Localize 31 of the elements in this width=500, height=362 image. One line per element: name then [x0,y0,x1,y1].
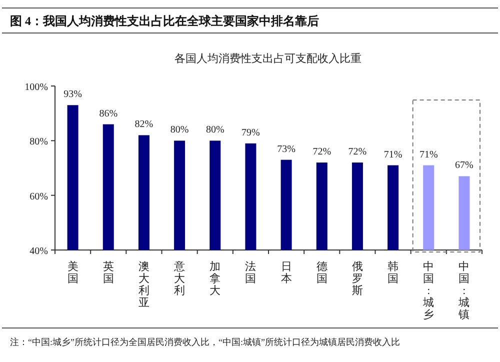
data-label: 72% [348,146,367,158]
data-label: 71% [384,149,402,160]
x-tick-label: 澳大利亚 [138,261,150,309]
data-label: 79% [242,127,260,138]
x-tick-label: 意大利 [173,260,186,297]
data-label: 80% [170,124,189,136]
data-label: 93% [64,89,82,100]
data-label: 67% [455,160,474,172]
chart-subtitle: 各国人均消费性支出占可支配收入比重 [174,52,362,65]
text: 注：“中国:城乡”所统计口径为全国居民消费收入比，“中国:城镇”所统计口径为城镇居民消费收入比 [10,337,400,347]
x-tick-label: 英国 [102,260,114,285]
data-label: 71% [419,149,438,160]
x-tick-label: 日本 [280,261,292,285]
x-tick-label: 韩国 [388,260,399,285]
x-tick-label: 中国:城镇 [458,260,470,321]
x-tick-label: 法国 [245,260,256,285]
y-tick-label: 100% [24,82,48,93]
x-tick-label: 美国 [67,260,78,285]
data-label: 73% [277,144,296,155]
x-tick-label: 俄罗斯 [352,261,363,297]
data-label: 80% [206,124,224,136]
y-tick-label: 80% [30,136,48,148]
y-tick-label: 60% [30,191,48,202]
x-tick-label: 德国 [316,261,328,285]
y-tick-label: 40% [30,246,48,257]
x-tick-label: 中国:城乡 [422,260,434,321]
chart-title: 图 4：我国人均消费性支出占比在全球主要国家中排名靠后 [10,14,319,28]
data-label: 72% [312,146,332,158]
data-label: 82% [134,119,154,130]
x-tick-label: 加拿大 [210,260,221,297]
data-label: 86% [99,108,118,120]
